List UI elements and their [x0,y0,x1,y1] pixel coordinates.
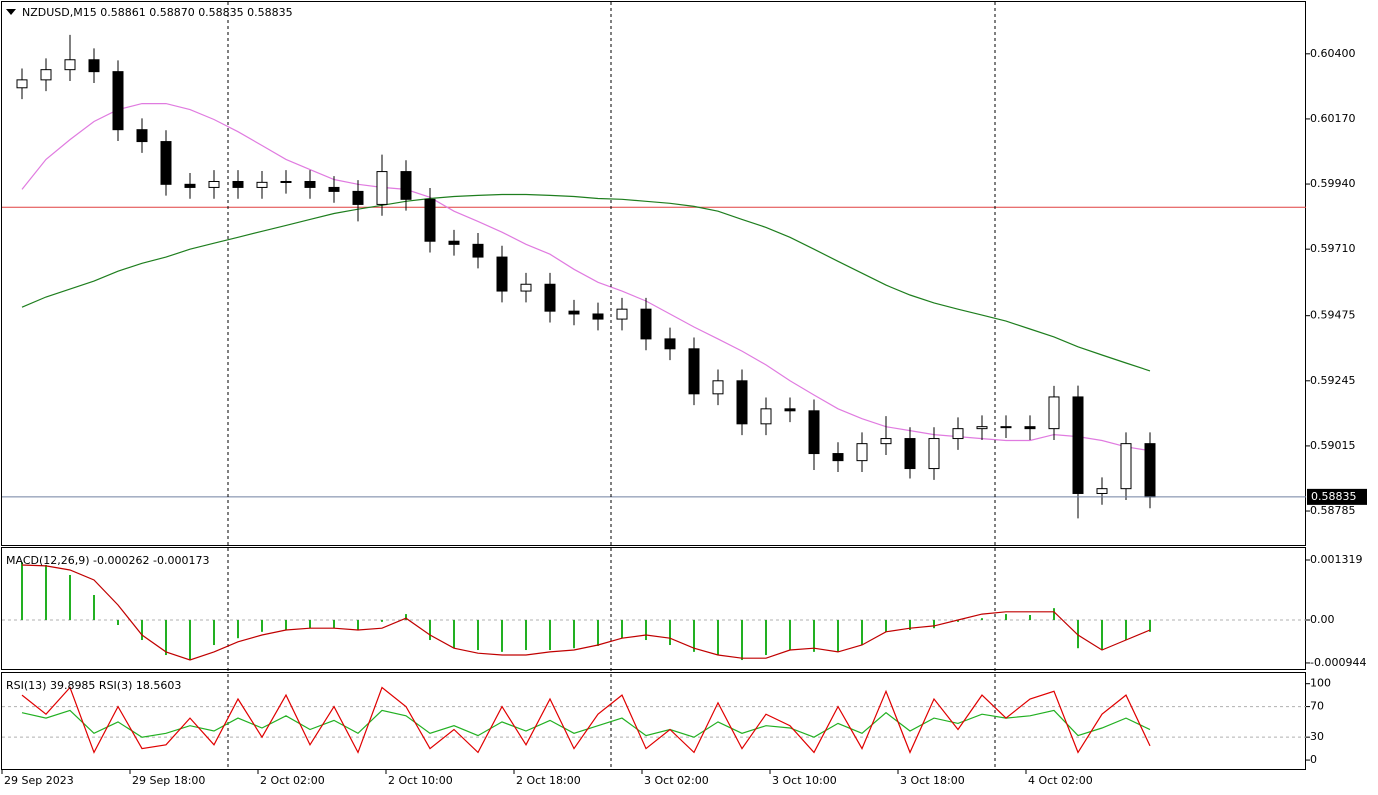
y-tick-label: 0.60170 [1310,112,1356,125]
candle-body [376,171,388,205]
candle-body [592,313,604,320]
candle-body [64,59,76,71]
candle-body [1000,426,1012,429]
macd-panel-frame [1,547,1306,670]
y-tick-label: 0.59015 [1310,439,1356,452]
candle-body [1048,396,1060,430]
x-tick-label: 3 Oct 10:00 [772,774,837,787]
candle-body [112,71,124,131]
candle-body [304,180,316,188]
y-tick-label: 0.59940 [1310,177,1356,190]
candle-body [352,190,364,205]
x-tick-label: 29 Sep 18:00 [132,774,205,787]
indicator-line [21,686,1151,754]
candle-body [952,428,964,440]
candle-body [16,79,28,89]
x-tick-label: 2 Oct 02:00 [260,774,325,787]
candle-body [832,453,844,462]
candle-body [136,129,148,143]
candle-body [400,171,412,200]
x-tick-label: 3 Oct 02:00 [644,774,709,787]
last-price-label: 0.58835 [1311,490,1357,503]
x-tick-label: 2 Oct 18:00 [516,774,581,787]
candle-body [760,408,772,425]
candle-body [664,338,676,350]
y-tick-label: 100 [1310,677,1331,690]
candle-body [1024,426,1036,430]
candle-body [1096,488,1108,494]
candle-body [688,348,700,395]
indicator-line [21,564,1151,661]
x-tick-label: 2 Oct 10:00 [388,774,453,787]
symbol-menu-arrow [6,9,16,15]
y-tick-label: 0.60400 [1310,47,1356,60]
y-tick-label: 0.00 [1310,613,1335,626]
y-tick-label: 0.001319 [1310,553,1363,566]
y-tick-label: -0.000944 [1310,656,1366,669]
candle-body [1144,443,1156,498]
candle-body [976,426,988,430]
y-tick-label: 70 [1310,700,1324,713]
candle-body [232,180,244,188]
candle-body [784,408,796,412]
candle-body [616,308,628,320]
rsi-panel-frame [1,672,1306,770]
candle-body [544,283,556,312]
candle-body [88,59,100,73]
candle-body [640,308,652,340]
y-tick-label: 0.59710 [1310,242,1356,255]
candle-body [328,186,340,192]
candle-body [568,310,580,315]
candle-body [160,141,172,185]
plot-layer: 0.60400 0.60170 0.59940 0.59710 0.59475 0.592… [1,2,1367,787]
y-tick-label: 0.59245 [1310,374,1356,387]
candle-body [496,256,508,292]
x-tick-label: 4 Oct 02:00 [1028,774,1093,787]
candle-body [208,180,220,188]
candle-body [256,181,268,188]
candle-body [520,283,532,292]
rsi-title: RSI(13) 39.8985 RSI(3) 18.5603 [6,679,181,692]
candle-body [280,180,292,183]
candle-body [712,380,724,395]
indicator-line [21,709,1151,738]
x-tick-label: 3 Oct 18:00 [900,774,965,787]
candle-body [1072,396,1084,494]
chart-title: NZDUSD,M15 0.58861 0.58870 0.58835 0.588… [22,6,293,19]
candle-body [808,410,820,455]
candle-body [424,198,436,242]
candle-body [184,183,196,188]
y-tick-label: 0.59475 [1310,309,1356,322]
candle-body [448,240,460,245]
candle-body [736,380,748,425]
candle-body [928,438,940,470]
candle-body [880,438,892,445]
candle-body [904,438,916,470]
candle-body [40,69,52,81]
indicator-line [21,193,1151,372]
candle-body [472,243,484,258]
x-tick-label: 29 Sep 2023 [4,774,74,787]
candle-body [1120,443,1132,490]
y-tick-label: 0 [1310,753,1317,766]
macd-title: MACD(12,26,9) -0.000262 -0.000173 [6,554,209,567]
last-price-box [1307,488,1367,505]
candle-body [856,443,868,462]
y-tick-label: 0.58785 [1310,504,1356,517]
y-tick-label: 30 [1310,730,1324,743]
main-panel-frame [1,1,1306,546]
